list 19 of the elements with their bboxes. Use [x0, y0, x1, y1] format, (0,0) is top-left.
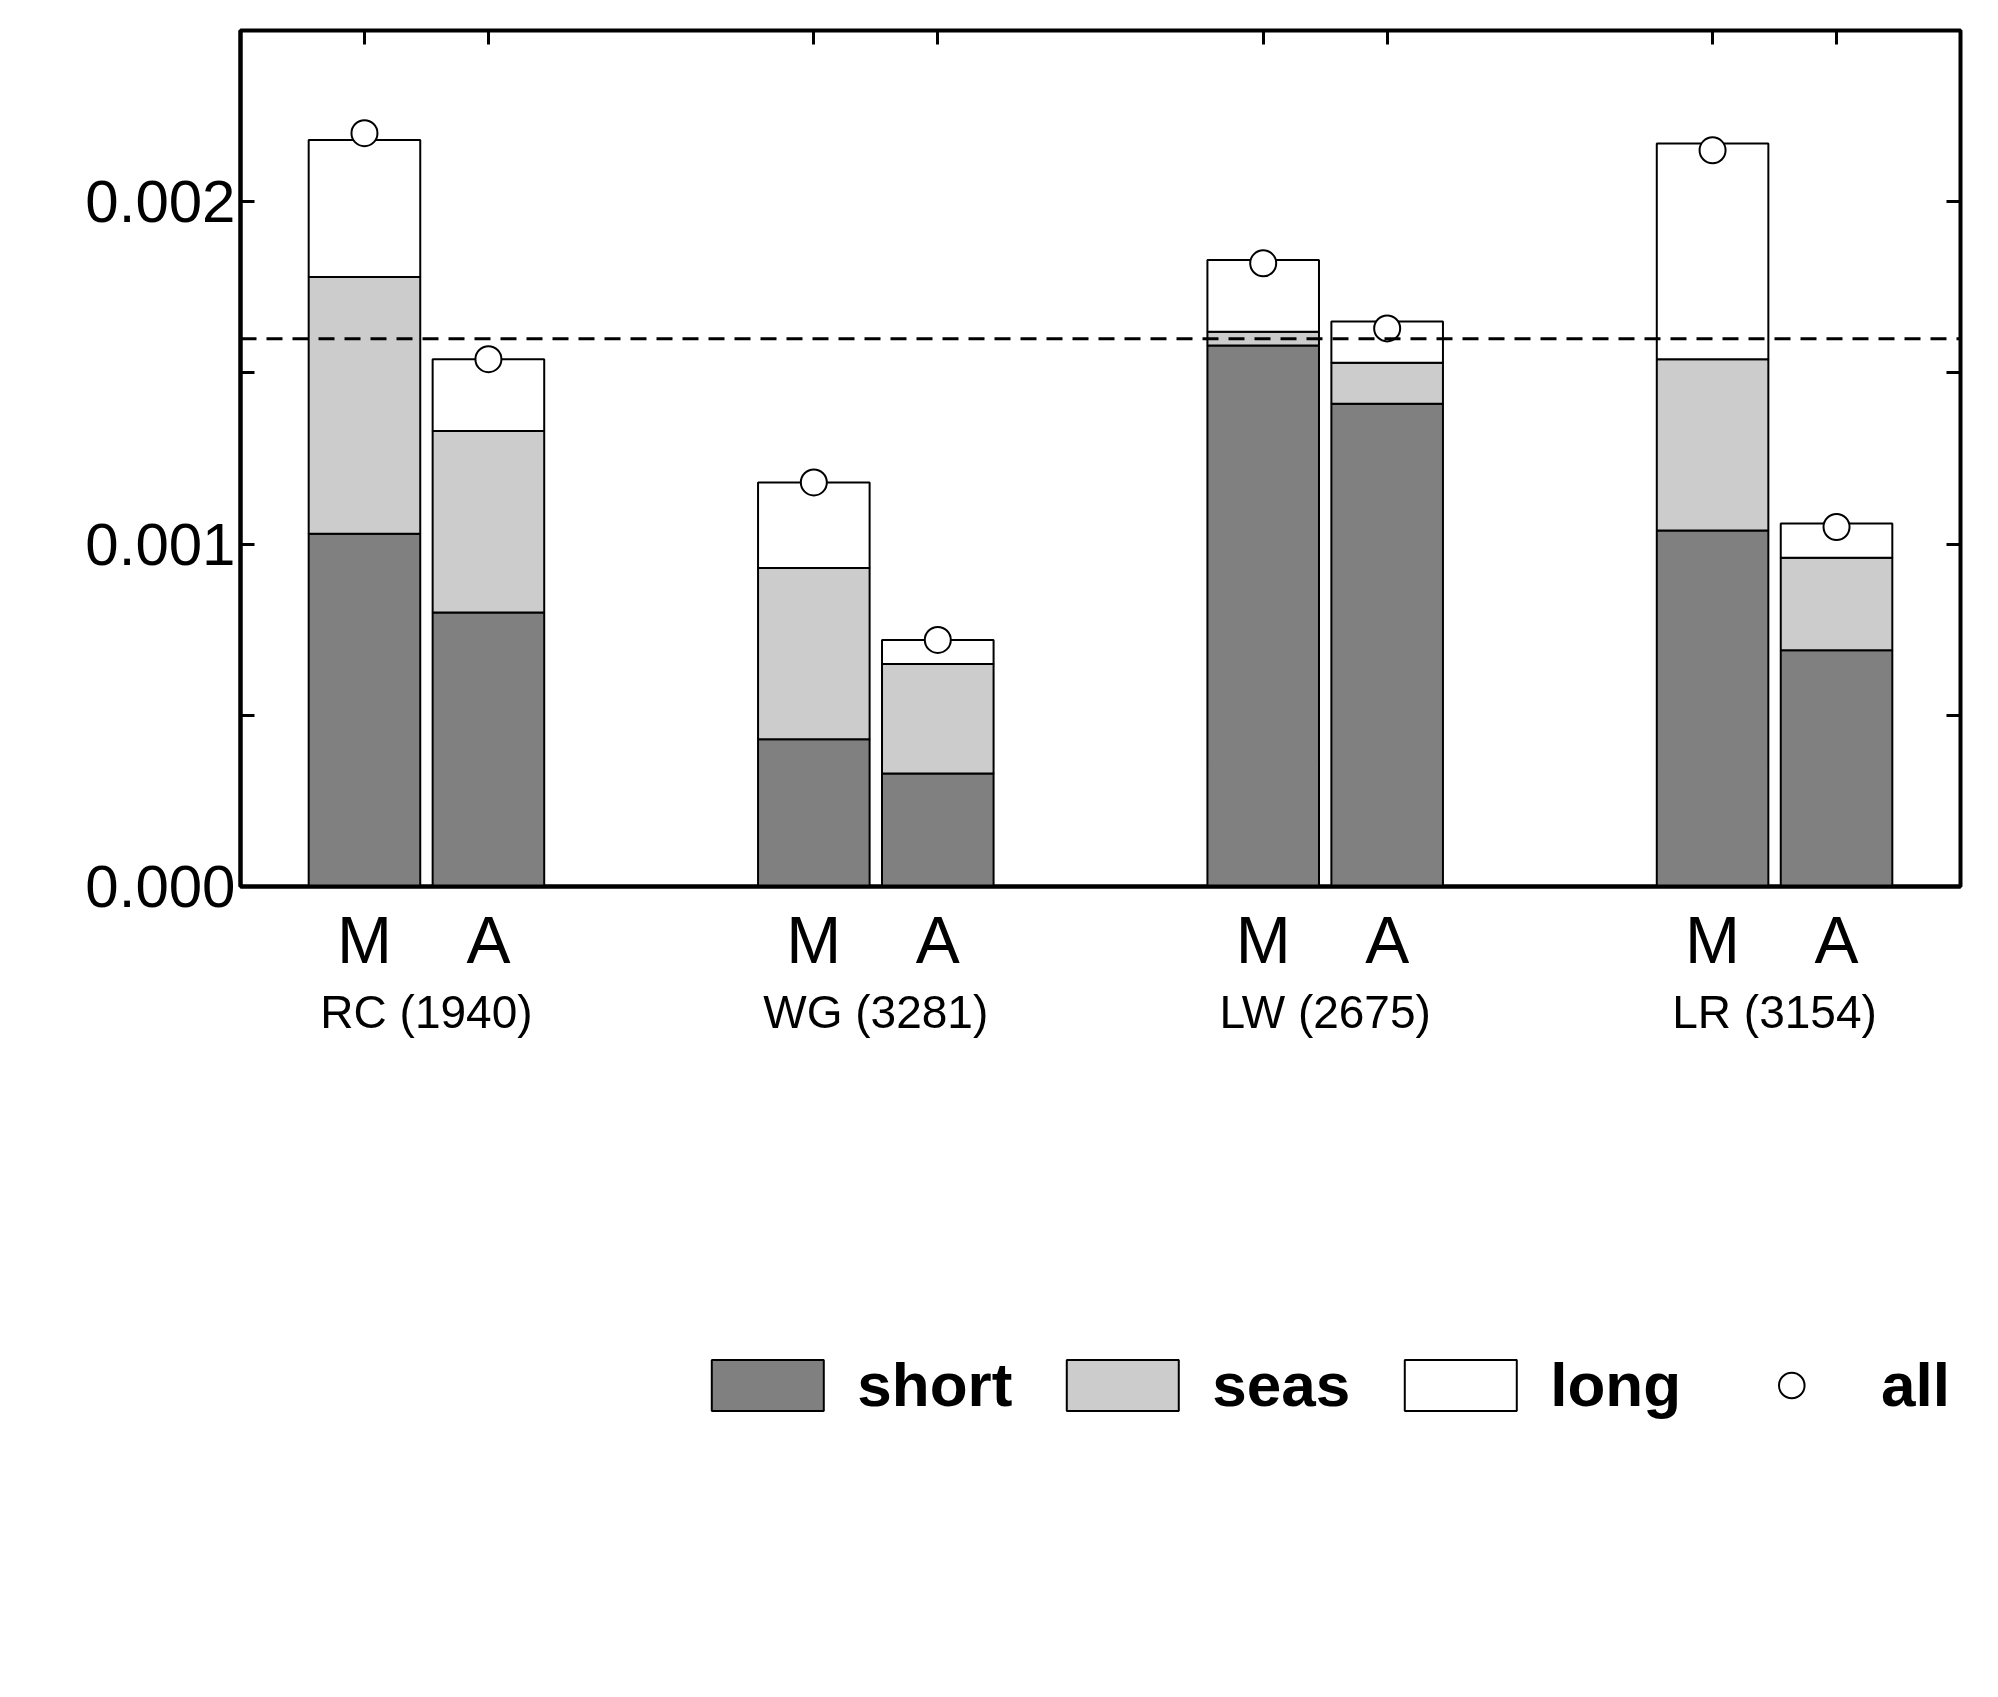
- legend-label: long: [1550, 1349, 1682, 1421]
- x-tick-label: M: [786, 902, 842, 977]
- x-tick-label: A: [915, 902, 960, 977]
- x-tick-label: A: [1365, 902, 1410, 977]
- y-tick-label: 0.002: [85, 168, 236, 236]
- x-tick-label: M: [1235, 902, 1291, 977]
- x-tick-label: M: [1685, 902, 1741, 977]
- text: LR (3154): [1672, 985, 1877, 1038]
- x-tick-label: M: [336, 902, 392, 977]
- legend-label: seas: [1212, 1349, 1351, 1421]
- x-tick-label: A: [466, 902, 511, 977]
- legend-label: all: [1881, 1349, 1950, 1421]
- text: WG (3281): [763, 985, 989, 1038]
- text: LW (2675): [1219, 985, 1431, 1038]
- y-tick-label: 0.001: [85, 510, 236, 578]
- y-tick-label: 0.000: [85, 853, 236, 920]
- legend-label: short: [857, 1349, 1013, 1421]
- x-tick-label: A: [1814, 902, 1859, 977]
- text: RC (1940): [320, 985, 533, 1038]
